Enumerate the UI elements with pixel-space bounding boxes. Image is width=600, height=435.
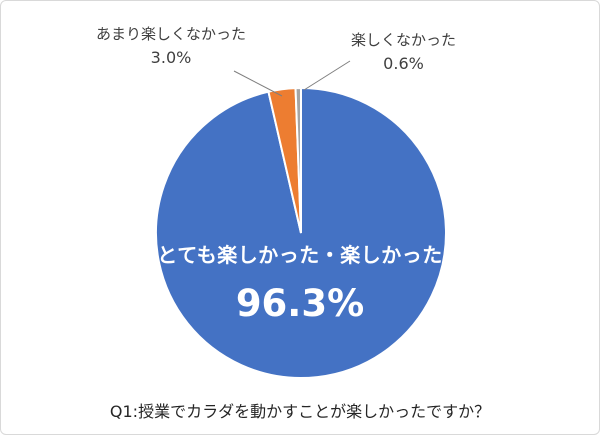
pie-slices: [155, 86, 447, 379]
callout-not-fun: 楽しくなかった 0.6%: [316, 29, 491, 76]
chart-title: Q1:授業でカラダを動かすことが楽しかったですか？: [109, 402, 491, 421]
callout-value: 3.0%: [150, 47, 192, 67]
callout-label: あまり楽しくなかった: [95, 25, 246, 43]
callout-label: 楽しくなかった: [350, 31, 456, 49]
callout-value: 0.6%: [383, 53, 424, 73]
callout-somewhat-not-fun: あまり楽しくなかった 3.0%: [71, 23, 271, 70]
pie-slice-2: [294, 86, 302, 234]
callout-line-left: [233, 70, 283, 97]
callout-line-right: [303, 60, 351, 91]
